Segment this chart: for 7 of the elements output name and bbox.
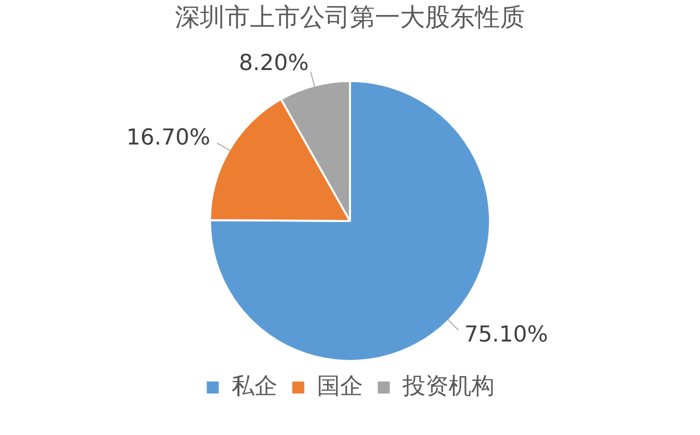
- data-label: 75.10%: [464, 322, 548, 348]
- data-label: 16.70%: [126, 126, 210, 151]
- legend-label: 投资机构: [401, 373, 494, 400]
- legend-label: 私企: [231, 373, 278, 400]
- data-label: 8.20%: [238, 51, 309, 76]
- chart-title: 深圳市上市公司第一大股东性质: [175, 2, 525, 32]
- legend-label: 国企: [316, 373, 363, 400]
